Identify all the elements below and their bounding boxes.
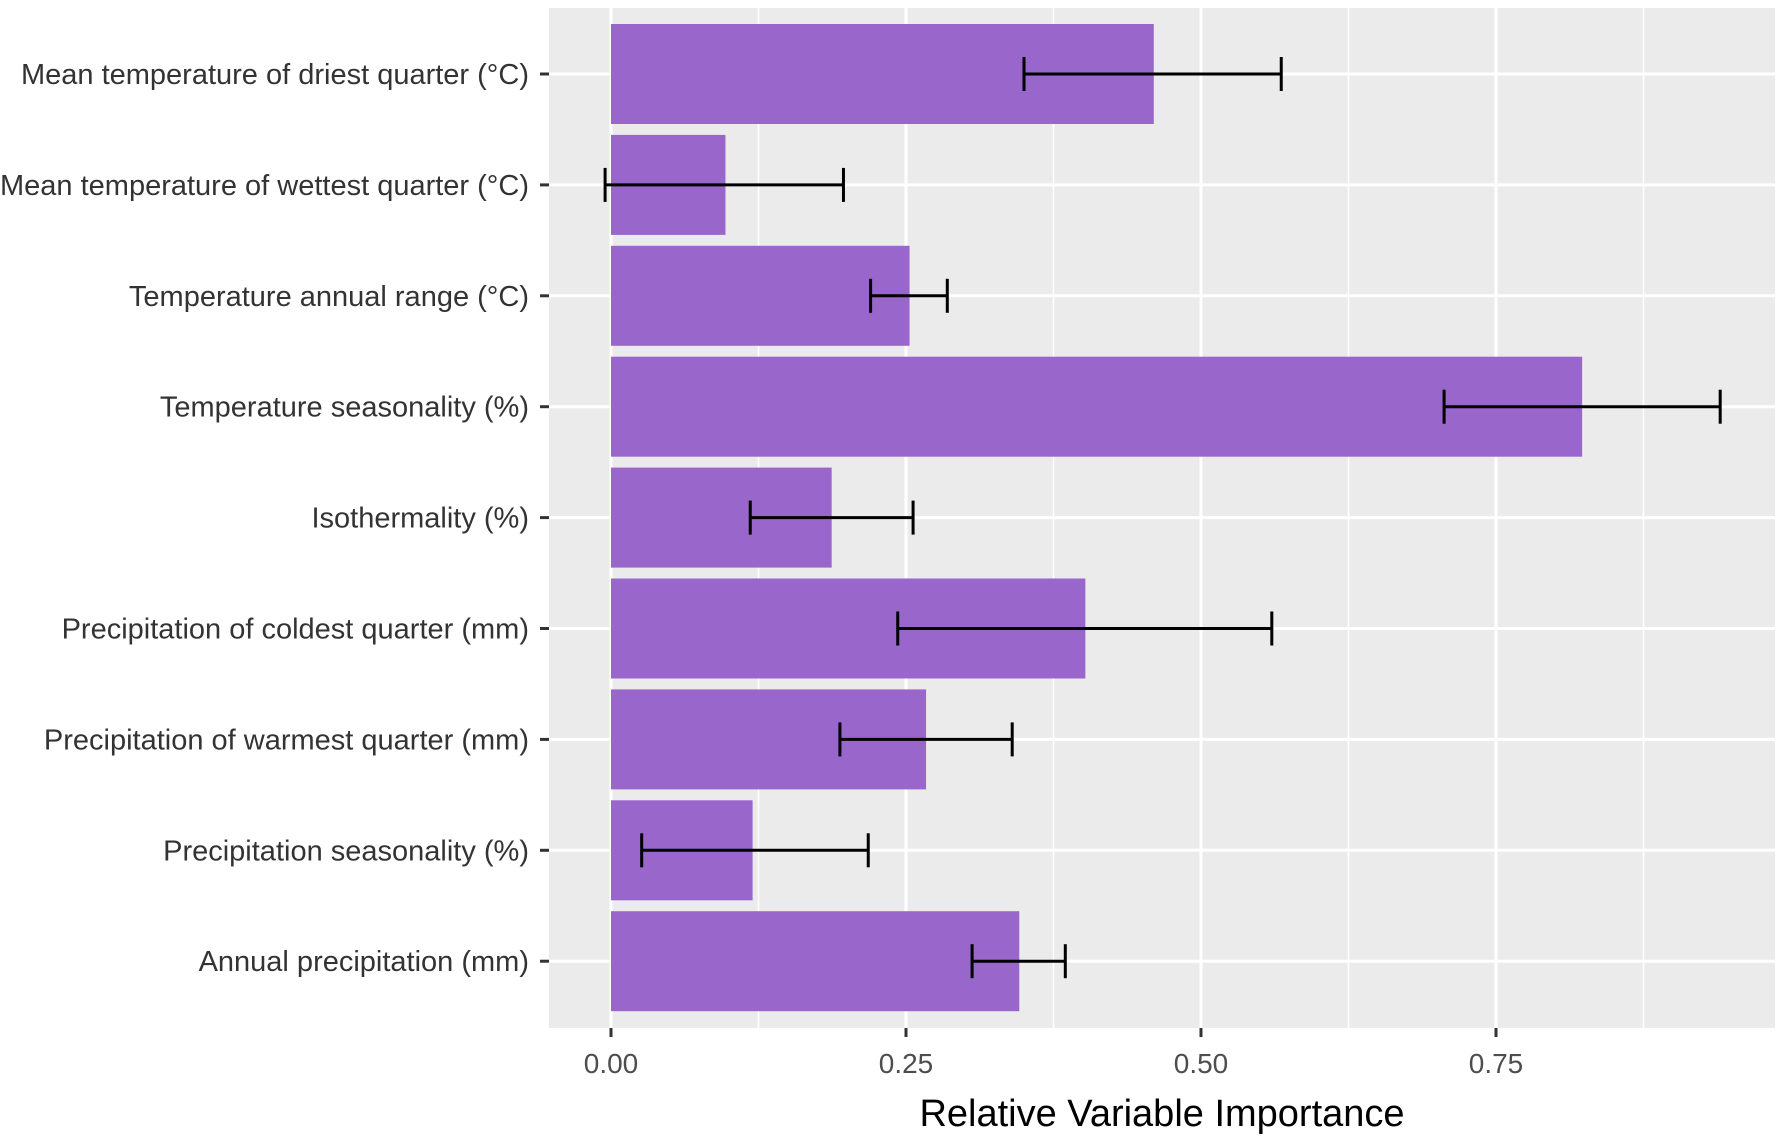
y-axis: Mean temperature of driest quarter (°C) M… [0,59,549,978]
y-tick-label: Isothermality (%) [311,503,529,535]
y-tick-label: Temperature annual range (°C) [129,281,529,313]
x-tick-label: 0.25 [879,1048,934,1079]
x-axis: 0.00 0.25 0.50 0.75 [584,1028,1524,1079]
y-tick-label: Temperature seasonality (%) [160,392,529,424]
x-tick-label: 0.50 [1174,1048,1229,1079]
x-tick-label: 0.00 [584,1048,639,1079]
y-tick-label: Mean temperature of driest quarter (°C) [21,59,529,91]
y-tick-label: Precipitation of coldest quarter (mm) [62,614,529,646]
bar [611,911,1020,1012]
y-tick-label: Precipitation of warmest quarter (mm) [44,724,529,756]
x-tick-label: 0.75 [1469,1048,1524,1079]
y-tick-label: Precipitation seasonality (%) [163,835,529,867]
bar [611,245,910,346]
error-bars [603,57,1722,979]
x-axis-title: Relative Variable Importance [919,1093,1404,1135]
bar [611,356,1583,457]
y-tick-label: Mean temperature of wettest quarter (°C) [0,170,529,202]
y-tick-label: Annual precipitation (mm) [199,946,529,978]
bars [611,24,1583,1012]
